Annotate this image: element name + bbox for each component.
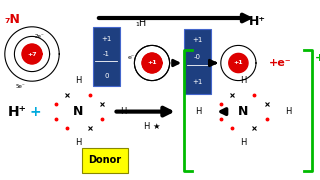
Text: H: H [75, 76, 82, 86]
Text: N: N [73, 105, 84, 118]
Text: Donor: Donor [88, 155, 121, 165]
Text: +1: +1 [101, 36, 112, 42]
Text: ₇N: ₇N [5, 13, 21, 26]
Text: +1: +1 [147, 60, 157, 66]
Text: H: H [120, 107, 126, 116]
Text: H: H [195, 107, 202, 116]
Text: +1: +1 [192, 79, 203, 85]
Text: +: + [29, 105, 41, 119]
Text: H: H [75, 138, 82, 147]
Text: e⁻: e⁻ [128, 55, 135, 60]
Text: +: + [315, 53, 320, 63]
Text: -1: -1 [103, 51, 110, 57]
Text: +e⁻: +e⁻ [269, 58, 291, 68]
Text: 0: 0 [104, 73, 109, 79]
Polygon shape [22, 44, 42, 64]
Text: H: H [240, 138, 246, 147]
Text: H⁺: H⁺ [8, 105, 27, 119]
Text: H: H [240, 76, 246, 86]
Polygon shape [142, 53, 162, 73]
Polygon shape [142, 53, 162, 73]
Text: +1: +1 [147, 60, 157, 66]
Text: +7: +7 [27, 51, 37, 57]
Text: ₁H: ₁H [135, 18, 147, 28]
Text: H: H [285, 107, 291, 116]
FancyBboxPatch shape [93, 27, 120, 86]
FancyBboxPatch shape [82, 148, 128, 173]
Text: H ★: H ★ [144, 122, 160, 130]
Text: H⁺: H⁺ [249, 15, 266, 28]
Text: +1: +1 [192, 37, 203, 43]
Text: N: N [238, 105, 248, 118]
Text: 5e⁻: 5e⁻ [16, 84, 26, 89]
Text: -0: -0 [194, 54, 201, 60]
Text: +1: +1 [234, 60, 243, 66]
Text: 2e⁻: 2e⁻ [35, 33, 45, 39]
FancyBboxPatch shape [184, 29, 211, 94]
Polygon shape [229, 53, 248, 73]
